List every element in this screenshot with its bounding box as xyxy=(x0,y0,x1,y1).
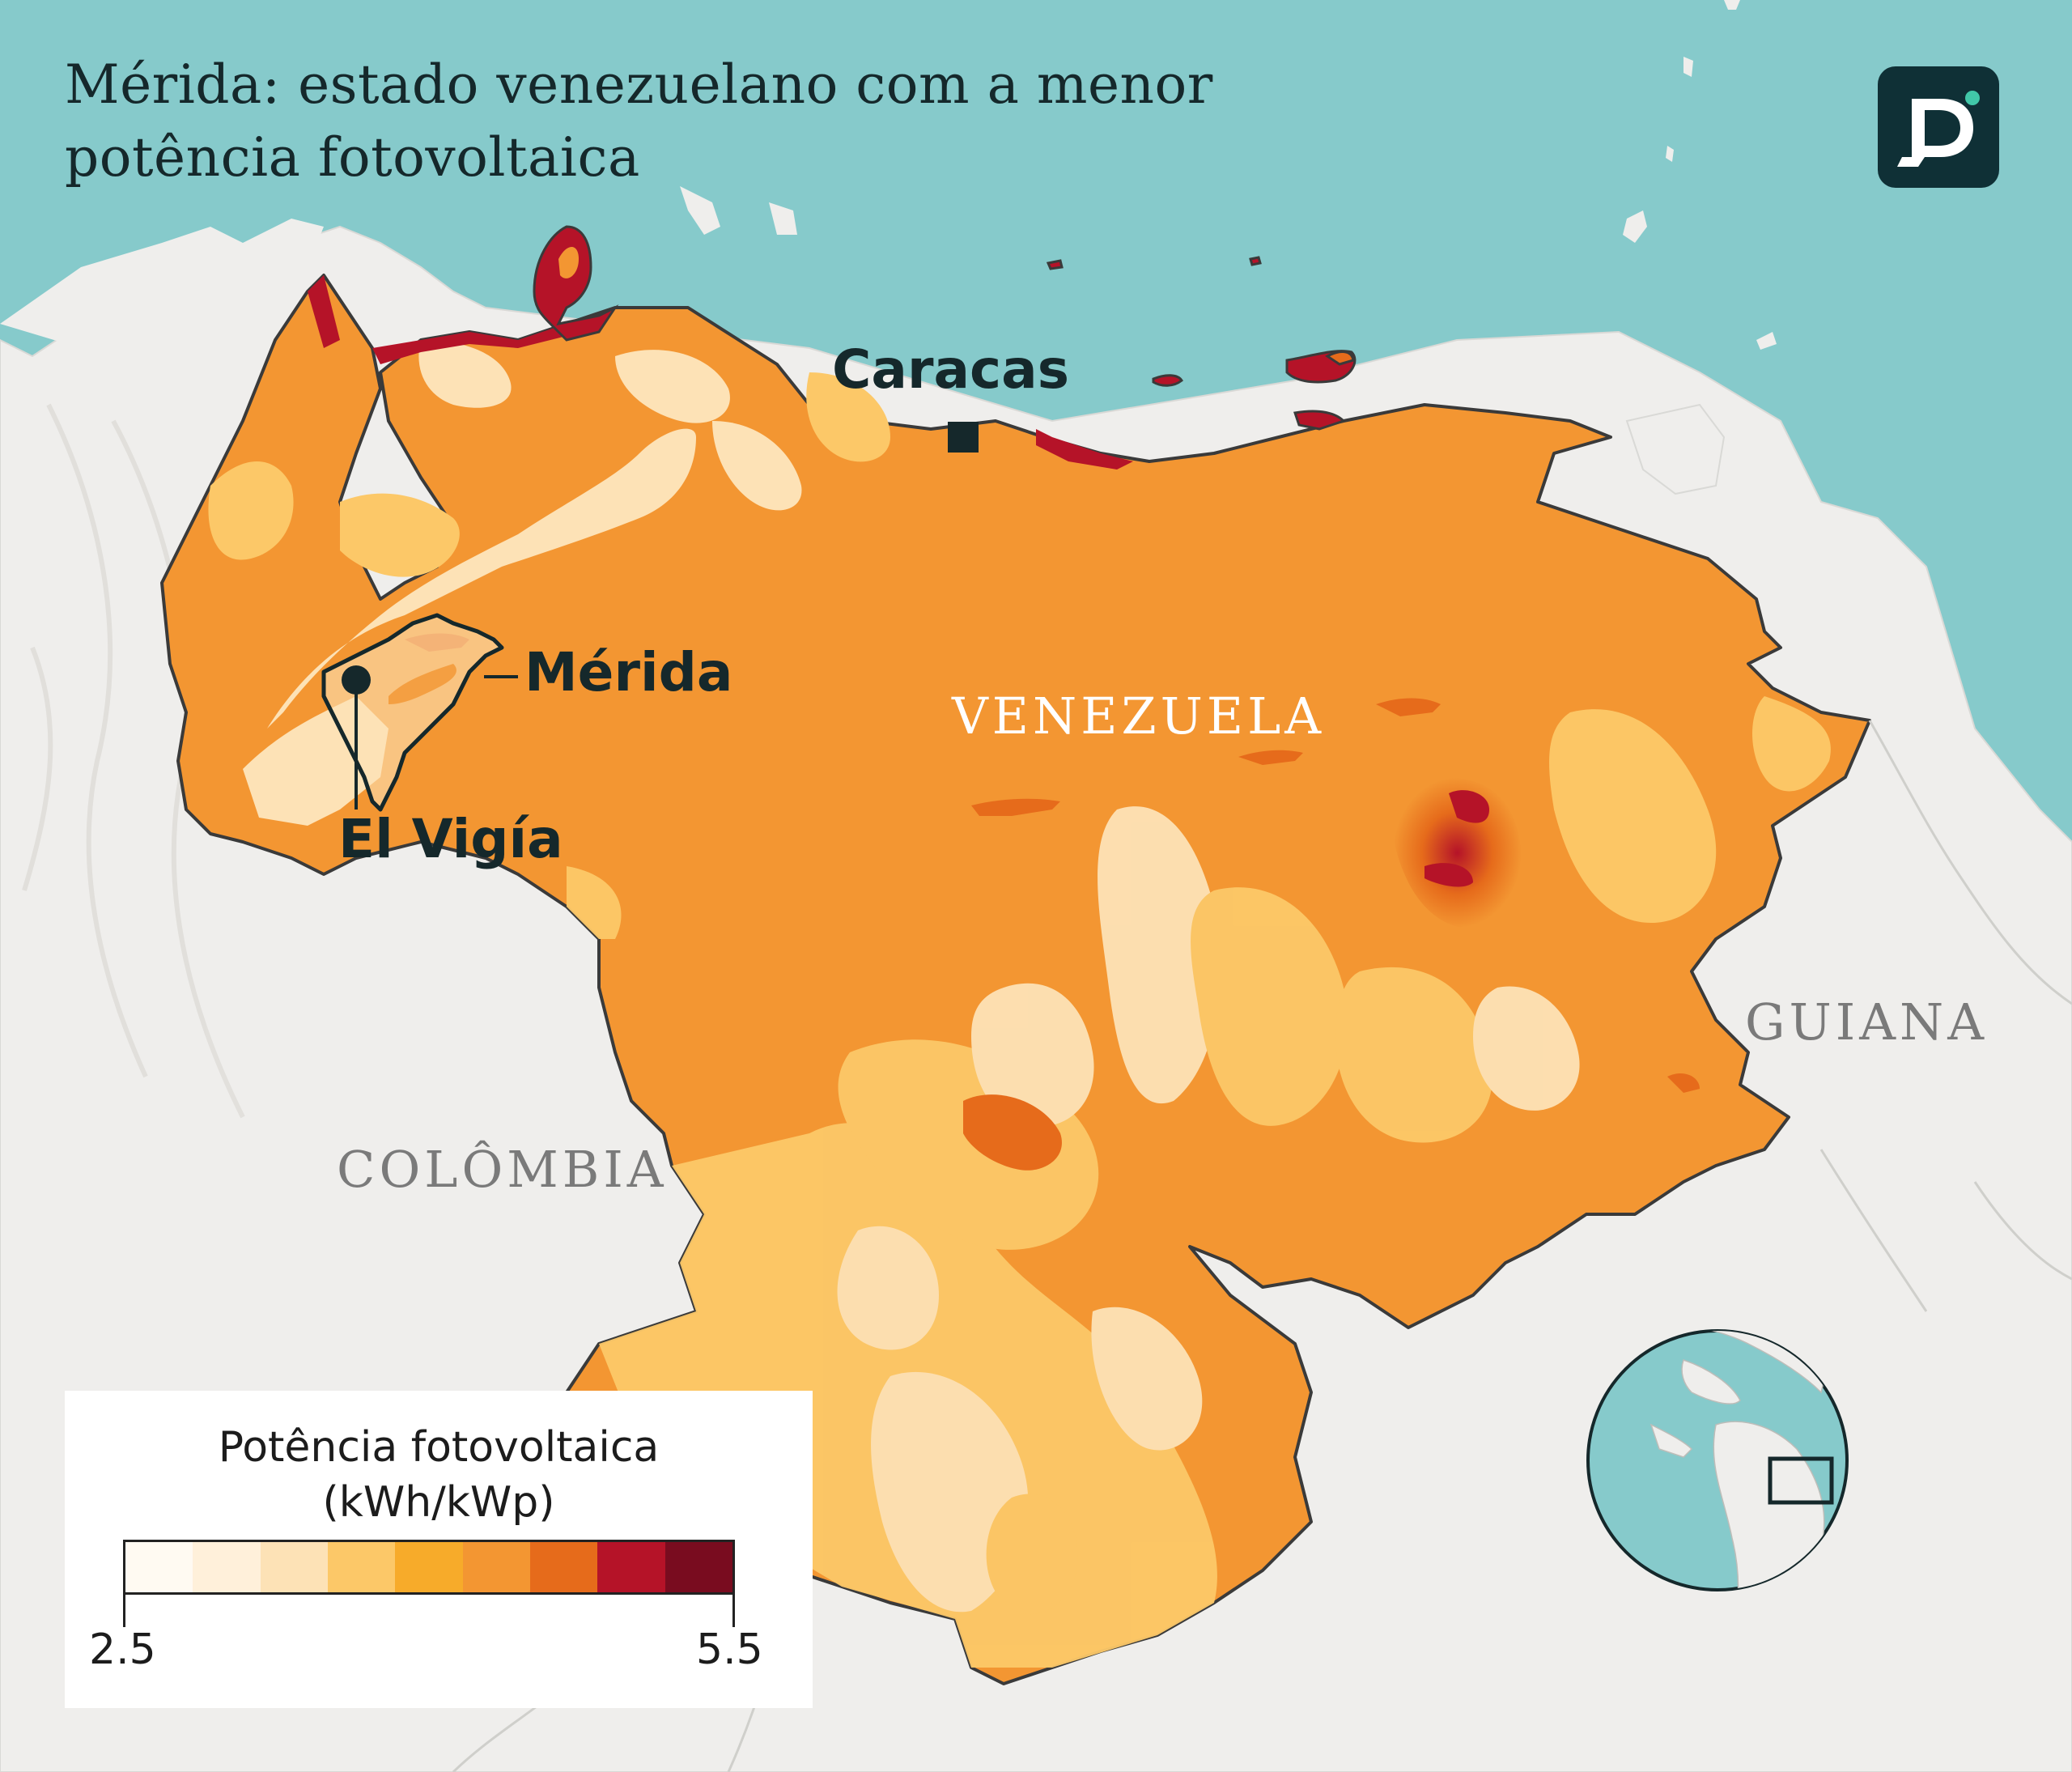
legend: Potência fotovoltaica (kWh/kWp) 2.5 5.5 xyxy=(65,1391,813,1708)
legend-max-label: 5.5 xyxy=(696,1625,763,1674)
legend-swatch-6 xyxy=(462,1542,530,1592)
label-venezuela: VENEZUELA xyxy=(952,686,1326,746)
legend-title-line-1: Potência fotovoltaica xyxy=(218,1423,660,1472)
globe-focus-box xyxy=(1768,1456,1834,1505)
map-title-line-1: Mérida: estado venezuelano com a menor xyxy=(65,53,1213,116)
legend-color-scale xyxy=(123,1540,735,1595)
globe-locator xyxy=(1586,1329,1849,1591)
legend-swatch-1 xyxy=(125,1542,193,1592)
legend-min-label: 2.5 xyxy=(89,1625,156,1674)
legend-swatch-7 xyxy=(529,1542,598,1592)
legend-title-line-2: (kWh/kWp) xyxy=(322,1478,555,1527)
legend-swatch-2 xyxy=(193,1542,261,1592)
merida-internal-zones xyxy=(388,664,456,704)
label-guiana: GUIANA xyxy=(1745,992,1989,1052)
merida-state-outline xyxy=(321,613,504,812)
el-vigia-marker xyxy=(342,665,371,695)
legend-title: Potência fotovoltaica (kWh/kWp) xyxy=(65,1420,813,1530)
land-guajira xyxy=(0,219,324,348)
legend-swatch-4 xyxy=(327,1542,396,1592)
legend-swatch-8 xyxy=(597,1542,665,1592)
islands xyxy=(1046,256,1357,431)
logo-dot xyxy=(1965,91,1980,105)
label-el-vigia: El Vigía xyxy=(338,808,563,870)
publisher-logo xyxy=(1878,66,1999,188)
label-colombia: COLÔMBIA xyxy=(337,1140,668,1199)
high-potential-zones xyxy=(308,225,1700,1171)
publisher-logo-icon xyxy=(1897,99,1973,167)
caribbean-islands xyxy=(680,0,1777,350)
label-caracas: Caracas xyxy=(832,338,1070,401)
legend-swatch-5 xyxy=(395,1542,463,1592)
map-title-line-2: potência fotovoltaica xyxy=(65,126,640,189)
legend-swatch-9 xyxy=(664,1542,732,1592)
legend-tick-min xyxy=(123,1595,125,1627)
map-title: Mérida: estado venezuelano com a menor p… xyxy=(65,49,1441,194)
land-trinidad xyxy=(1625,403,1726,495)
caracas-marker xyxy=(948,422,979,453)
legend-tick-max xyxy=(732,1595,735,1627)
label-merida: Mérida xyxy=(524,641,733,703)
legend-swatch-3 xyxy=(260,1542,328,1592)
